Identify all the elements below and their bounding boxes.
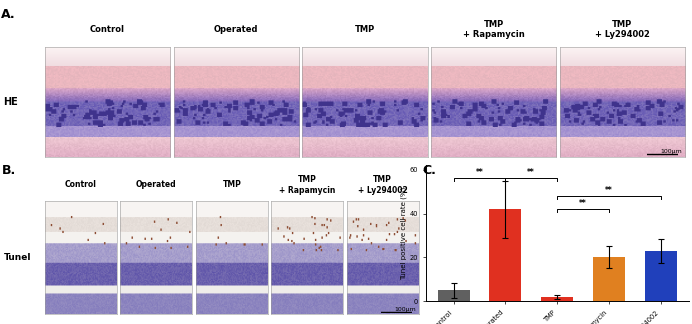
Text: **: ** <box>527 168 535 177</box>
Text: TMP
+ Rapamycin: TMP + Rapamycin <box>279 175 336 194</box>
Bar <box>437 290 470 301</box>
Text: Control: Control <box>65 180 97 189</box>
Text: TMP: TMP <box>222 180 242 189</box>
Text: 100μm: 100μm <box>395 307 417 312</box>
Text: **: ** <box>579 199 587 208</box>
Y-axis label: Tunel positive cell rate (%): Tunel positive cell rate (%) <box>400 187 407 280</box>
Text: Tunel: Tunel <box>3 253 31 262</box>
Text: **: ** <box>605 186 612 195</box>
Text: Control: Control <box>90 25 125 34</box>
Text: **: ** <box>475 168 483 177</box>
Text: A.: A. <box>1 8 16 21</box>
Text: C.: C. <box>422 164 436 177</box>
Text: HE: HE <box>3 97 18 107</box>
Text: TMP
+ Ly294002: TMP + Ly294002 <box>358 175 408 194</box>
Text: TMP
+ Ly294002: TMP + Ly294002 <box>595 20 650 39</box>
Text: B.: B. <box>1 164 16 177</box>
Text: TMP
+ Rapamycin: TMP + Rapamycin <box>463 20 525 39</box>
Bar <box>644 251 677 301</box>
Bar <box>593 258 625 301</box>
Text: Operated: Operated <box>136 180 176 189</box>
Bar <box>541 297 573 301</box>
Bar <box>489 209 521 301</box>
Text: 100μm: 100μm <box>660 149 682 154</box>
Text: TMP: TMP <box>355 25 375 34</box>
Text: Operated: Operated <box>214 25 259 34</box>
